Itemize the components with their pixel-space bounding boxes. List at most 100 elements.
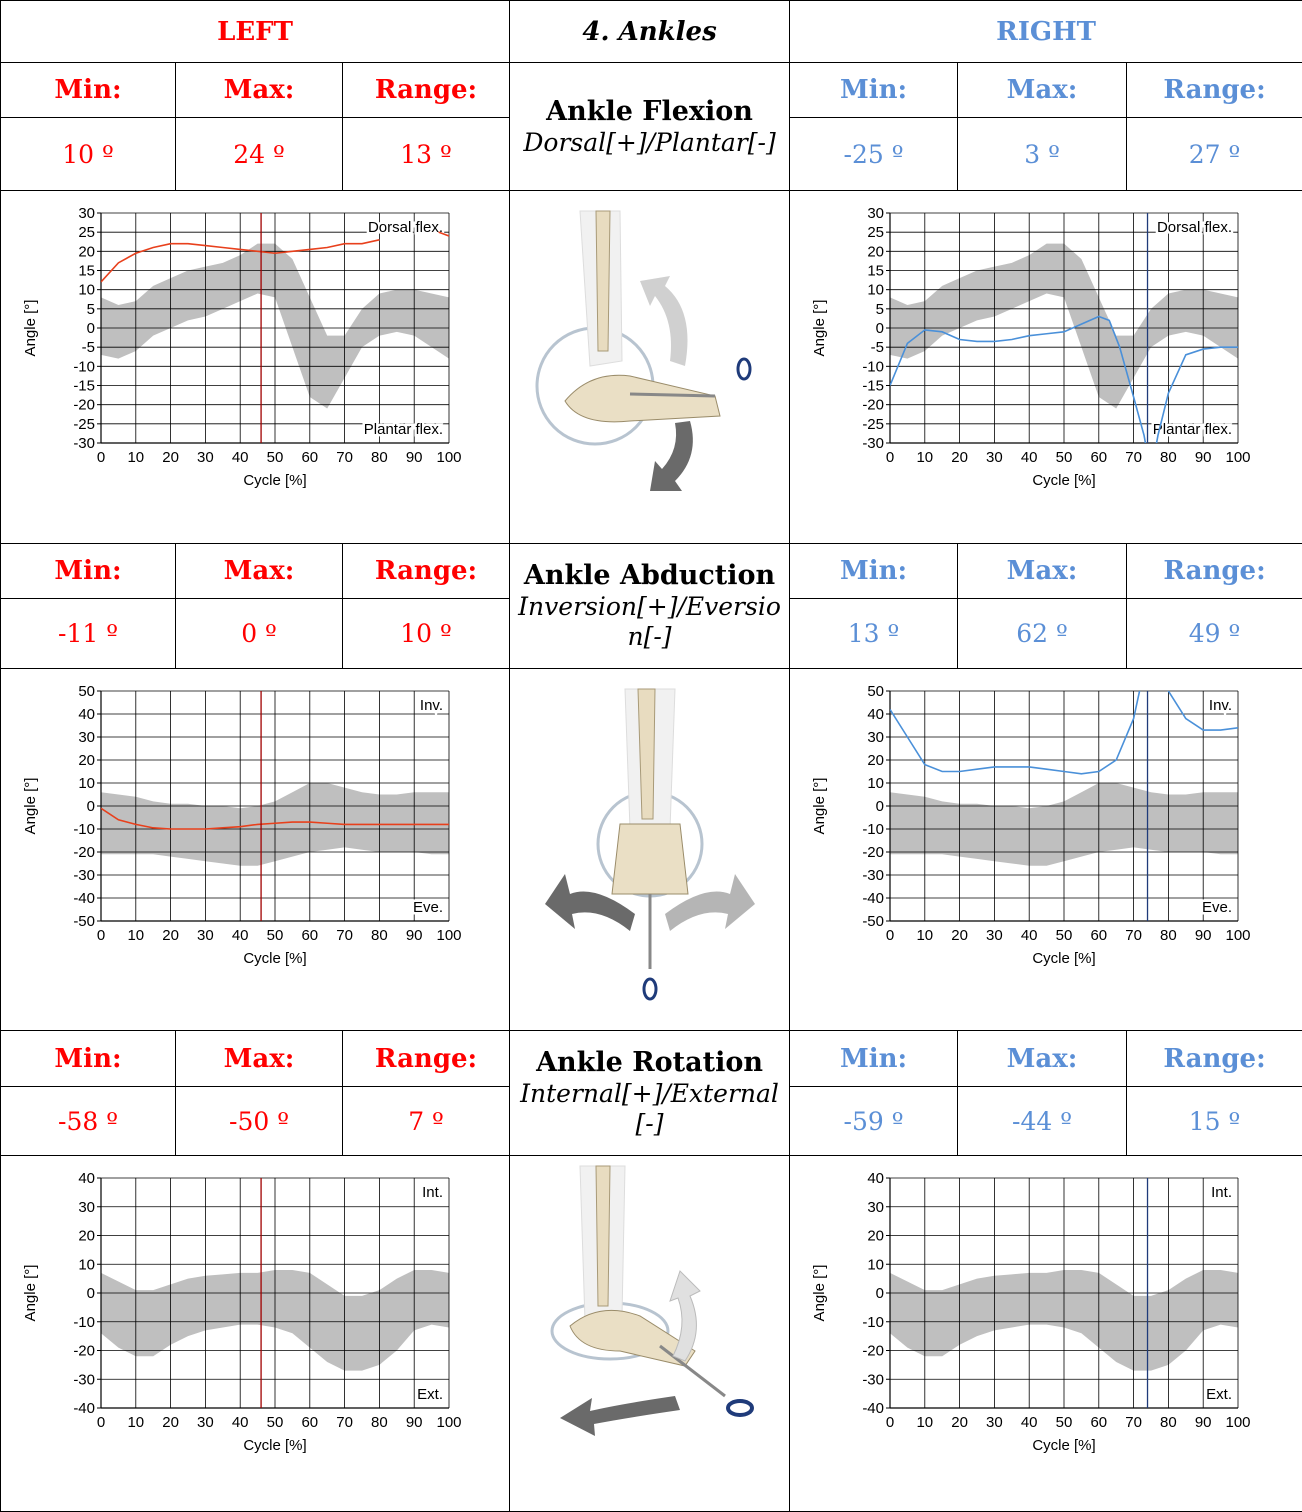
x-tick-label: 100 xyxy=(436,927,461,944)
y-tick-label: -10 xyxy=(73,821,95,838)
x-tick-label: 100 xyxy=(436,449,461,466)
y-tick-label: -30 xyxy=(73,1371,95,1388)
zero-ring xyxy=(644,979,656,999)
left-value: -50 º xyxy=(176,1087,343,1156)
left-label: Max: xyxy=(176,63,343,118)
x-tick-label: 40 xyxy=(232,927,249,944)
y-tick-label: -30 xyxy=(862,435,884,452)
y-tick-label: 10 xyxy=(78,775,95,792)
right-label: Min: xyxy=(790,1031,958,1087)
y-tick-label: 10 xyxy=(867,282,884,299)
x-tick-label: 60 xyxy=(301,1414,318,1431)
y-tick-label: 25 xyxy=(78,224,95,241)
ankle-illustration xyxy=(552,1166,752,1436)
y-tick-label: 0 xyxy=(876,798,884,815)
y-tick-label: 40 xyxy=(867,1170,884,1187)
arrow-up xyxy=(640,276,688,366)
left-label: Max: xyxy=(176,544,343,599)
x-tick-label: 90 xyxy=(406,1414,423,1431)
y-tick-label: -20 xyxy=(73,844,95,861)
x-tick-label: 60 xyxy=(301,927,318,944)
top-note: Inv. xyxy=(1209,697,1232,714)
x-axis-label: Cycle [%] xyxy=(1032,472,1095,489)
top-note: Int. xyxy=(422,1184,443,1201)
x-tick-label: 70 xyxy=(1125,449,1142,466)
x-tick-label: 70 xyxy=(336,927,353,944)
y-tick-label: 20 xyxy=(867,243,884,260)
right-value: 49 º xyxy=(1127,599,1302,669)
x-tick-label: 70 xyxy=(336,449,353,466)
y-tick-label: 20 xyxy=(78,752,95,769)
tibia xyxy=(596,211,610,351)
left-label: Range: xyxy=(343,1031,510,1087)
right-value: 15 º xyxy=(1127,1087,1302,1156)
x-tick-label: 40 xyxy=(1021,449,1038,466)
y-tick-label: -25 xyxy=(862,416,884,433)
y-tick-label: -25 xyxy=(73,416,95,433)
x-tick-label: 10 xyxy=(916,1414,933,1431)
y-tick-label: -15 xyxy=(73,378,95,395)
y-axis-label: Angle [°] xyxy=(811,300,828,357)
section-title: Ankle Flexion xyxy=(510,96,789,128)
x-tick-label: 30 xyxy=(197,927,214,944)
x-tick-label: 30 xyxy=(986,927,1003,944)
x-tick-label: 20 xyxy=(951,449,968,466)
x-axis-label: Cycle [%] xyxy=(1032,950,1095,967)
x-axis-label: Cycle [%] xyxy=(243,1437,306,1454)
y-tick-label: -15 xyxy=(862,378,884,395)
y-tick-label: -20 xyxy=(862,844,884,861)
zero-ring xyxy=(728,1401,752,1415)
right-label: Range: xyxy=(1127,63,1302,118)
x-tick-label: 40 xyxy=(232,449,249,466)
left-value: -58 º xyxy=(1,1087,176,1156)
y-tick-label: 50 xyxy=(867,683,884,700)
right-value: 62 º xyxy=(958,599,1127,669)
y-tick-label: -40 xyxy=(73,1400,95,1417)
x-tick-label: 50 xyxy=(267,449,284,466)
x-tick-label: 0 xyxy=(886,1414,894,1431)
y-tick-label: 5 xyxy=(87,301,95,318)
right-value: 27 º xyxy=(1127,118,1302,191)
section-title: Ankle Abduction xyxy=(510,560,789,592)
table-body: LEFT 4. Ankles RIGHT Min:Max:Range:Ankle… xyxy=(1,1,1302,1512)
right-value: 3 º xyxy=(958,118,1127,191)
right-label: Range: xyxy=(1127,544,1302,599)
y-tick-label: 25 xyxy=(867,224,884,241)
left-value: 0 º xyxy=(176,599,343,669)
right-label: Range: xyxy=(1127,1031,1302,1087)
y-tick-label: -20 xyxy=(73,1343,95,1360)
right-header: RIGHT xyxy=(790,1,1302,63)
arrow-left xyxy=(560,1396,680,1436)
tibia xyxy=(596,1166,610,1306)
report-table: LEFT 4. Ankles RIGHT Min:Max:Range:Ankle… xyxy=(0,0,1302,1512)
x-tick-label: 0 xyxy=(886,449,894,466)
top-note: Inv. xyxy=(420,697,443,714)
x-tick-label: 80 xyxy=(1160,449,1177,466)
left-label: Range: xyxy=(343,544,510,599)
left-value: 10 º xyxy=(1,118,176,191)
x-tick-label: 70 xyxy=(1125,927,1142,944)
bottom-note: Plantar flex. xyxy=(1153,421,1232,438)
x-tick-label: 90 xyxy=(1195,927,1212,944)
foot xyxy=(612,824,688,894)
y-tick-label: 30 xyxy=(867,729,884,746)
y-tick-label: -5 xyxy=(82,339,95,356)
y-tick-label: 0 xyxy=(876,320,884,337)
y-tick-label: -30 xyxy=(73,435,95,452)
x-tick-label: 0 xyxy=(886,927,894,944)
left-label: Range: xyxy=(343,63,510,118)
x-tick-label: 10 xyxy=(127,927,144,944)
x-tick-label: 30 xyxy=(197,449,214,466)
bottom-note: Eve. xyxy=(413,899,443,916)
x-tick-label: 90 xyxy=(406,927,423,944)
bottom-note: Eve. xyxy=(1202,899,1232,916)
